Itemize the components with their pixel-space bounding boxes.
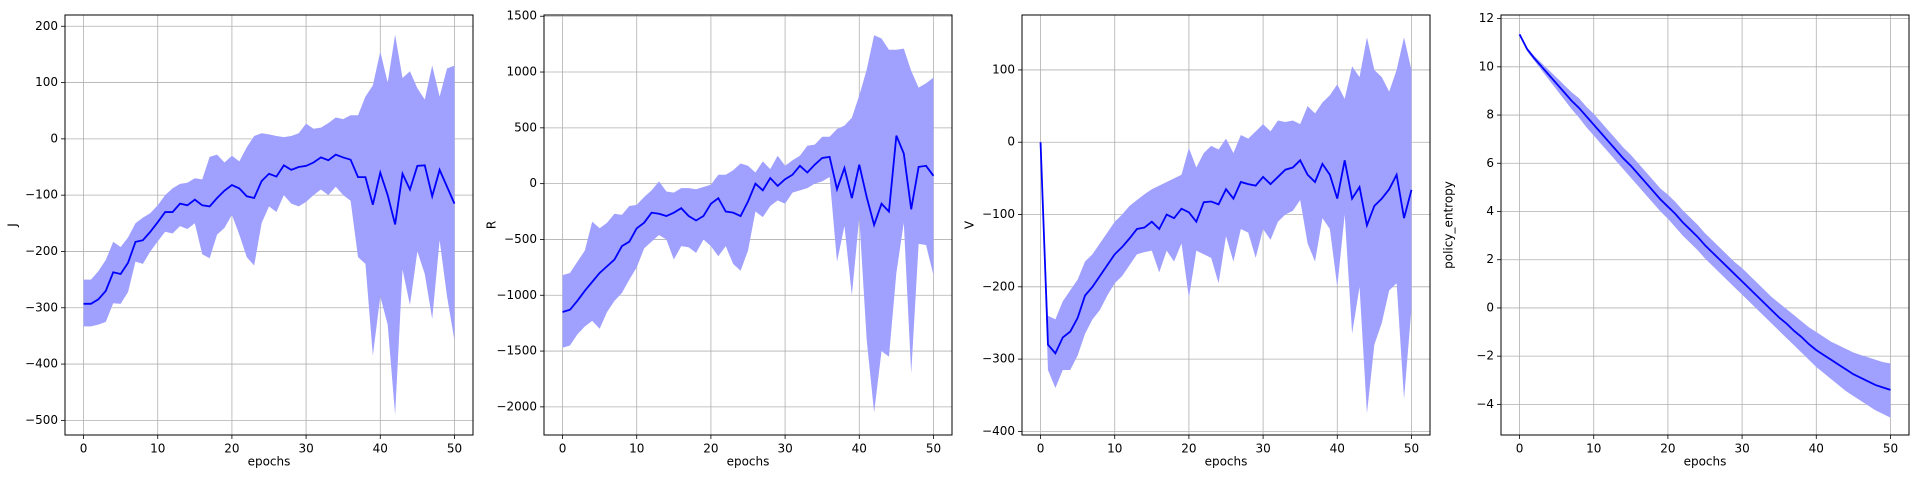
std-band	[1040, 37, 1412, 414]
y-axis-label: V	[963, 220, 977, 229]
mean-line	[1039, 142, 1413, 355]
axes-frame	[1500, 14, 1910, 436]
y-tick-label: −100	[25, 188, 58, 202]
x-tick-label: 0	[559, 442, 567, 456]
x-tick-label: 40	[1330, 442, 1345, 456]
mean-line	[562, 135, 935, 313]
subplot: 0 10 20 30 40 50 −4 −2 0 2 4 6 8 10 12 epochs policy_ent…	[1442, 11, 1910, 469]
x-tick-label: 20	[703, 442, 718, 456]
x-tick-label: 50	[1404, 442, 1419, 456]
y-tick-label: 100	[992, 62, 1015, 76]
x-axis-label: epochs	[727, 455, 770, 469]
y-axis-label: policy_entropy	[1442, 181, 1456, 269]
y-tick-label: 0	[1486, 300, 1494, 314]
x-tick-label: 40	[373, 442, 388, 456]
mean-line	[83, 153, 456, 305]
x-tick-label: 20	[1181, 442, 1196, 456]
x-axis-label: epochs	[1684, 455, 1727, 469]
y-tick-label: −400	[25, 357, 58, 371]
y-tick-label: −1000	[496, 288, 537, 302]
subplot: 0 10 20 30 40 50 −2000 −1500 −1000 −500 0 500 1000 15…	[485, 9, 953, 469]
x-tick-label: 20	[1660, 442, 1675, 456]
x-tick-label: 30	[1734, 442, 1749, 456]
x-tick-label: 40	[1809, 442, 1824, 456]
subplot: 0 10 20 30 40 50 −400 −300 −200 −100 0 100 epochs V	[963, 14, 1431, 469]
x-tick-label: 20	[224, 442, 239, 456]
axes-frame	[543, 14, 953, 436]
y-tick-label: −200	[982, 279, 1015, 293]
y-tick-label: 12	[1479, 11, 1494, 25]
x-tick-label: 0	[1037, 442, 1045, 456]
x-axis-label: epochs	[248, 455, 291, 469]
y-tick-label: 0	[50, 131, 58, 145]
y-axis-label: R	[485, 221, 499, 229]
y-axis-label: J	[6, 223, 20, 228]
x-tick-label: 50	[926, 442, 941, 456]
y-tick-label: 200	[35, 19, 58, 33]
y-tick-label: 0	[1007, 135, 1015, 149]
x-tick-label: 30	[1255, 442, 1270, 456]
x-tick-label: 30	[298, 442, 313, 456]
x-tick-label: 30	[777, 442, 792, 456]
y-tick-label: 1500	[506, 9, 537, 23]
y-tick-label: 6	[1486, 156, 1494, 170]
y-tick-label: −1500	[496, 344, 537, 358]
y-tick-label: 500	[514, 120, 537, 134]
x-tick-label: 50	[447, 442, 462, 456]
y-tick-label: −2000	[496, 399, 537, 413]
y-tick-label: −100	[982, 207, 1015, 221]
x-tick-label: 10	[150, 442, 165, 456]
std-band	[562, 35, 934, 413]
y-tick-label: 10	[1479, 59, 1494, 73]
y-tick-label: 1000	[506, 65, 537, 79]
x-tick-label: 10	[1586, 442, 1601, 456]
x-tick-label: 40	[852, 442, 867, 456]
std-band	[1519, 33, 1891, 418]
y-tick-label: −300	[982, 352, 1015, 366]
axes-frame	[64, 14, 474, 436]
y-tick-label: −4	[1476, 397, 1494, 411]
x-tick-label: 10	[629, 442, 644, 456]
y-tick-label: −500	[25, 413, 58, 427]
y-tick-label: −2	[1476, 349, 1494, 363]
subplot: 0 10 20 30 40 50 −500 −400 −300 −200 −100 0 100 200 ep…	[6, 14, 474, 469]
y-tick-label: −300	[25, 300, 58, 314]
x-tick-label: 10	[1107, 442, 1122, 456]
y-tick-label: 2	[1486, 252, 1494, 266]
y-tick-label: 0	[529, 176, 537, 190]
x-tick-label: 0	[80, 442, 88, 456]
y-tick-label: −500	[504, 232, 537, 246]
y-tick-label: 100	[35, 75, 58, 89]
y-tick-label: −400	[982, 424, 1015, 438]
y-tick-label: −200	[25, 244, 58, 258]
x-tick-label: 0	[1516, 442, 1524, 456]
y-tick-label: 8	[1486, 108, 1494, 122]
std-band	[83, 34, 455, 415]
x-tick-label: 50	[1883, 442, 1898, 456]
axes-frame	[1021, 14, 1431, 436]
y-tick-label: 4	[1486, 204, 1494, 218]
mean-line	[1518, 33, 1891, 391]
x-axis-label: epochs	[1205, 455, 1248, 469]
